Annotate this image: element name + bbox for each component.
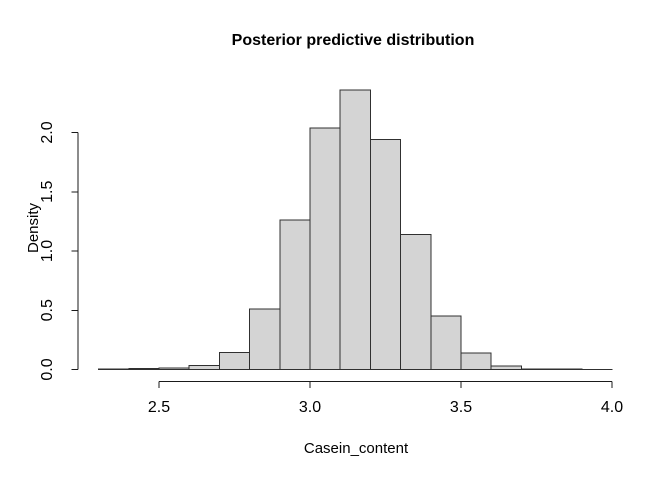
histogram-bar: [400, 233, 432, 370]
y-tick-label: 0.5: [39, 299, 56, 321]
histogram-bar: [98, 368, 130, 370]
histogram-bar: [218, 351, 251, 370]
histogram-bar: [551, 368, 583, 370]
x-tick-label: 3.5: [450, 399, 472, 416]
x-axis: 2.5 3.0 3.5 4.0: [148, 381, 623, 416]
y-axis: 0.0 0.5 1.0 1.5 2.0: [39, 121, 79, 381]
chart-title: Posterior predictive distribution: [232, 32, 475, 49]
y-tick-label: 1.5: [39, 181, 56, 203]
histogram-bar: [309, 127, 341, 370]
y-axis-label: Density: [25, 202, 42, 253]
histogram-bar: [339, 89, 371, 371]
histogram-bar: [128, 368, 160, 371]
x-axis-label: Casein_content: [304, 440, 409, 457]
histogram-bar: [460, 352, 492, 370]
x-tick-label: 3.0: [299, 399, 321, 416]
histogram-bar: [279, 219, 311, 370]
histogram-bar: [249, 308, 281, 371]
histogram-bar: [158, 367, 190, 370]
histogram-bar: [369, 139, 402, 370]
y-tick-label: 2.0: [39, 121, 56, 143]
histogram-bar: [520, 368, 553, 370]
histogram-bars: [98, 89, 613, 371]
x-tick-label: 2.5: [148, 399, 170, 416]
histogram-bar: [188, 365, 220, 371]
histogram-bar: [490, 365, 522, 371]
histogram-bar: [430, 315, 462, 371]
y-tick-label: 0.0: [39, 358, 56, 380]
y-tick-label: 1.0: [39, 240, 56, 262]
x-tick-label: 4.0: [601, 399, 623, 416]
